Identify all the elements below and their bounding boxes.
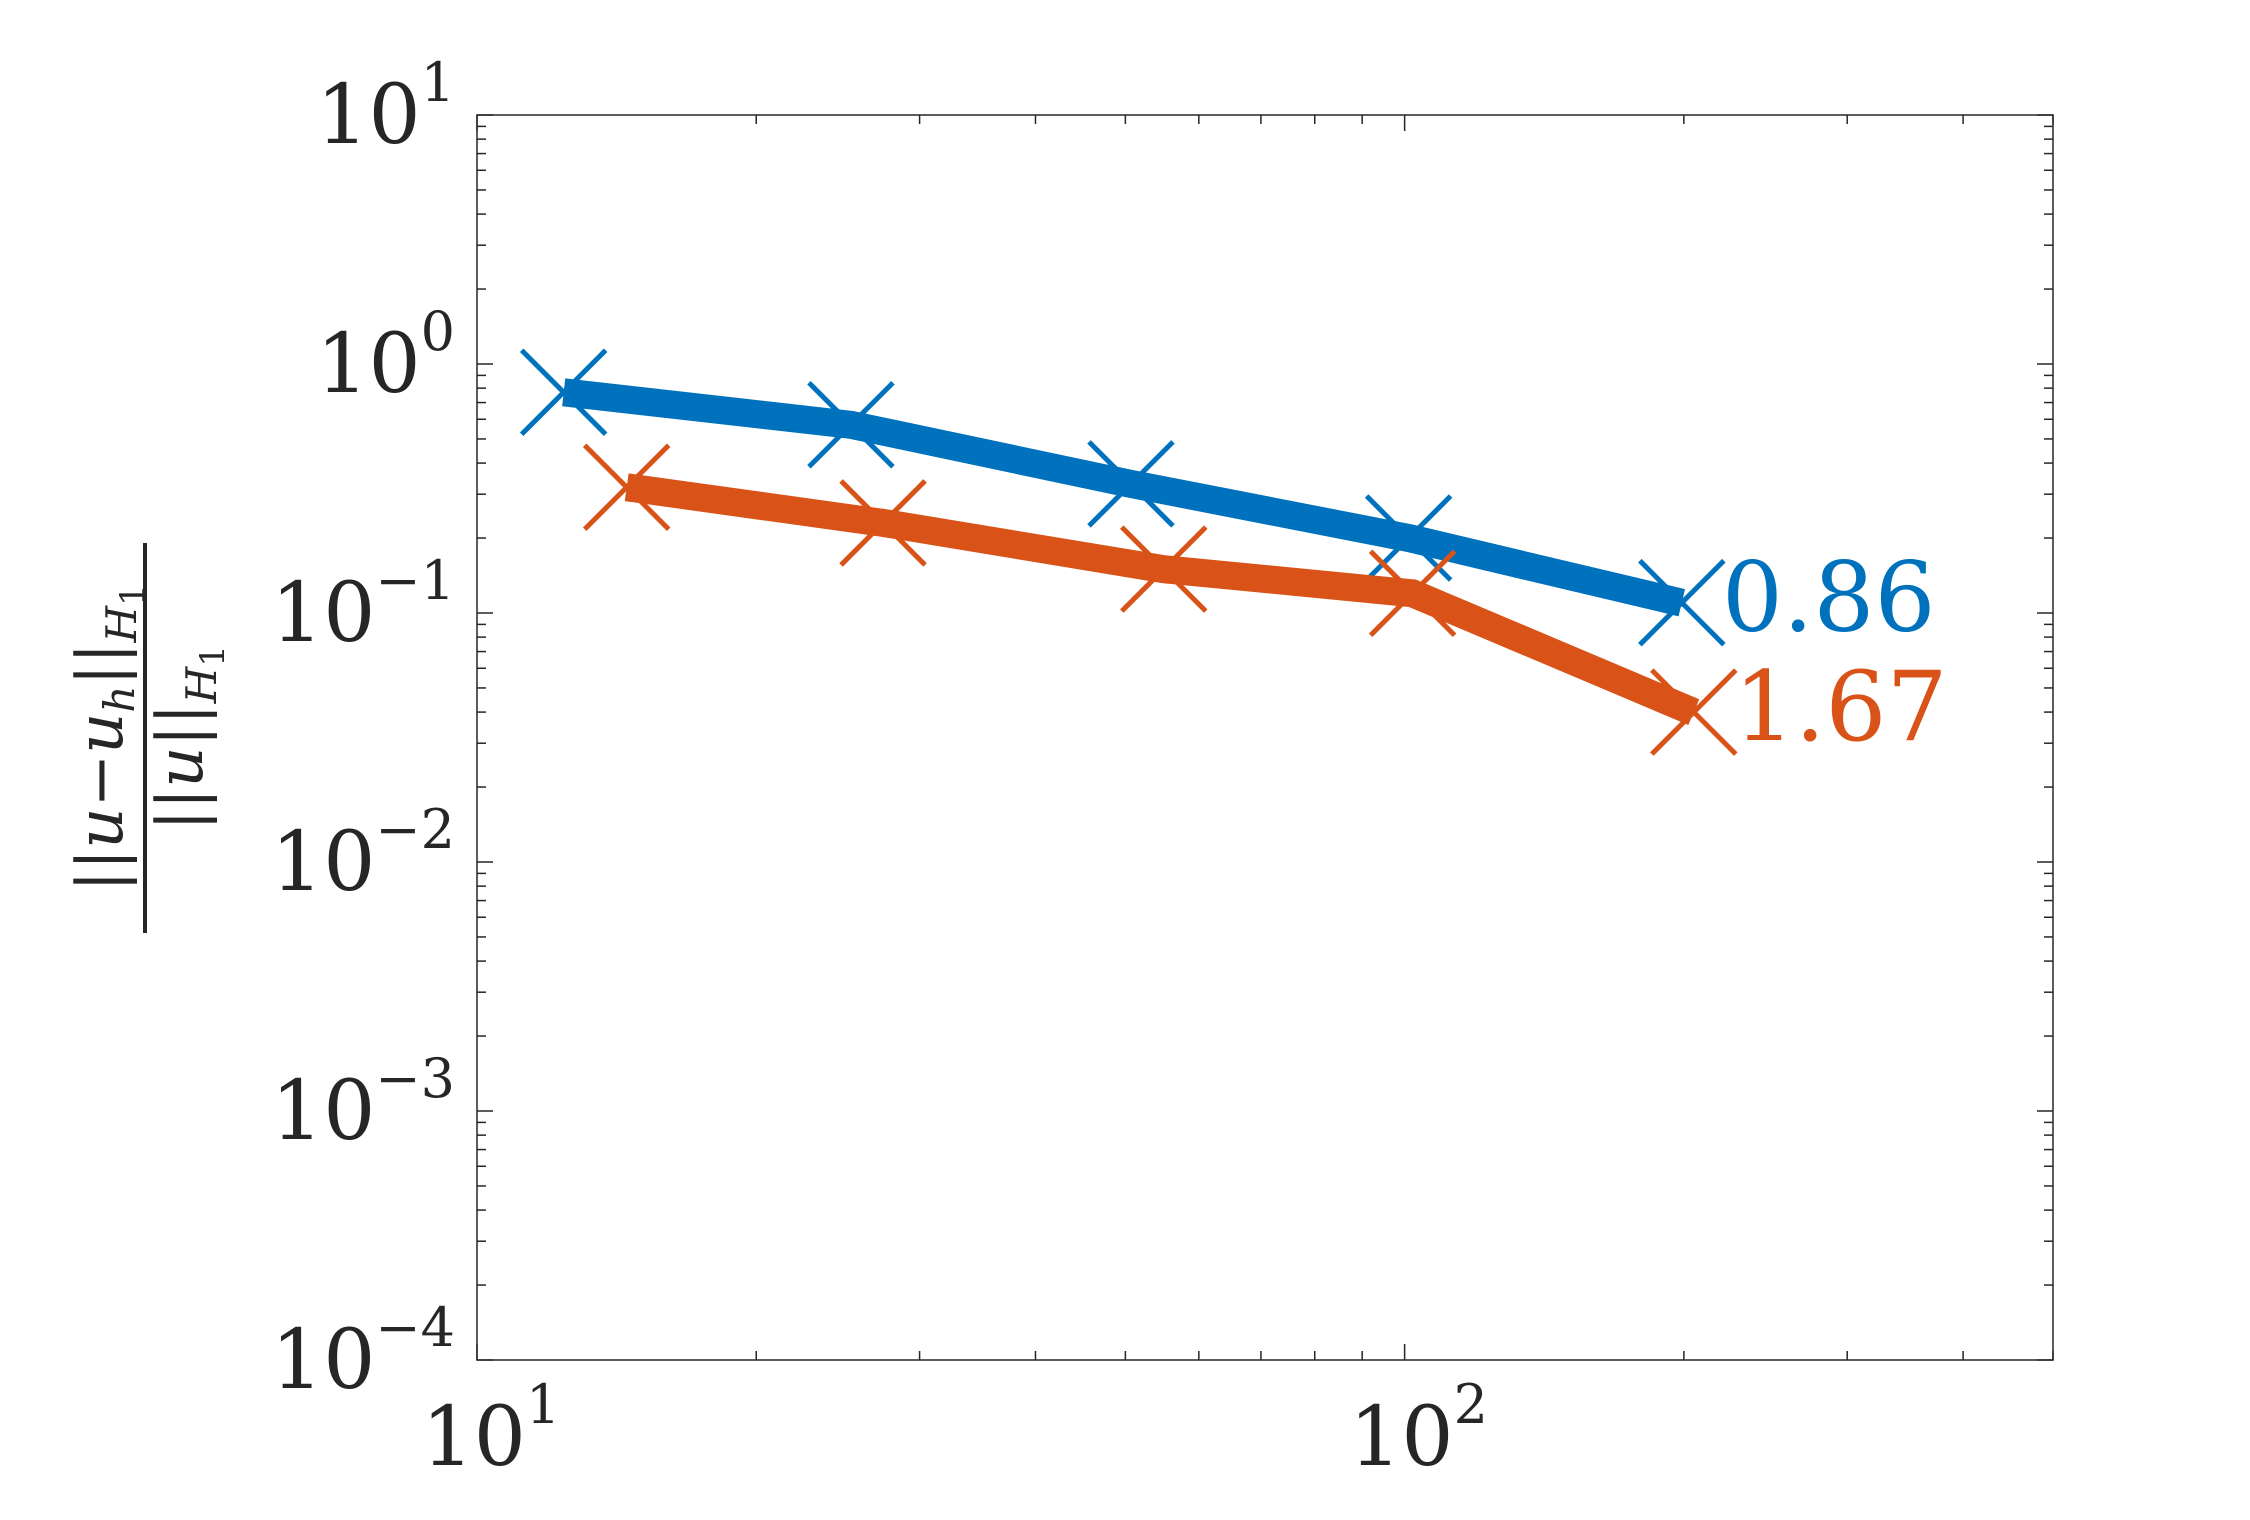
svg-text:||u−uh||H1: ||u−uh||H1 <box>64 584 153 892</box>
ylabel-denominator: ||u|| <box>144 703 218 830</box>
marker-stroke <box>1120 525 1208 613</box>
marker-stroke <box>1087 440 1175 528</box>
y-tick-label: 10−3 <box>271 1047 455 1159</box>
ylabel-numerator-sub: h <box>95 686 144 713</box>
minor-ticks <box>477 115 2054 1360</box>
series-1-marker <box>1638 558 1726 647</box>
marker-stroke <box>1368 549 1457 638</box>
y-axis-label: ||u−uh||H1 ||u||H1 <box>64 543 233 933</box>
major-ticks <box>476 114 2053 1361</box>
series-2-end-label: 1.67 <box>1734 651 1948 763</box>
marker-stroke <box>1364 494 1453 582</box>
x-tick-label: 101 <box>422 1373 561 1485</box>
series-2-marker <box>1368 549 1457 638</box>
series-1-marker <box>1087 440 1175 528</box>
ylabel-numerator-norm-sub: H <box>97 604 146 643</box>
marker-stroke <box>519 348 608 437</box>
y-tick-labels: 101 100 10−1 10−2 10−3 10−4 <box>271 51 455 1408</box>
series-2-marker <box>839 479 927 567</box>
ylabel-numerator: ||u−u <box>64 713 138 892</box>
y-tick-label: 100 <box>316 300 455 412</box>
marker-stroke <box>1650 668 1738 756</box>
series-2-marker <box>1650 668 1738 756</box>
marker-stroke <box>839 479 927 567</box>
x-tick-labels: 101 102 <box>422 1373 1488 1485</box>
series-2-marker <box>582 443 671 531</box>
marker-stroke <box>807 381 895 469</box>
ylabel-numerator-tail: || <box>64 642 138 685</box>
ylabel-denominator-norm-sub2: 1 <box>193 645 233 667</box>
series-1-end-label: 0.86 <box>1722 542 1936 654</box>
marker-stroke <box>582 443 671 531</box>
y-tick-label: 10−2 <box>271 798 455 910</box>
end-labels: 0.861.67 <box>1722 542 1948 763</box>
marker-stroke <box>1638 558 1726 647</box>
series-1-marker <box>519 348 608 437</box>
y-tick-label: 10−1 <box>271 549 455 661</box>
series-2-marker <box>1120 525 1208 613</box>
plot-area <box>476 114 2054 1361</box>
x-tick-label: 102 <box>1349 1373 1488 1485</box>
series-1-marker <box>807 381 895 469</box>
y-tick-label: 101 <box>316 51 455 163</box>
series-layer <box>519 348 1738 756</box>
y-tick-label: 10−4 <box>271 1296 455 1408</box>
ylabel-denominator-norm-sub: H <box>177 665 226 704</box>
svg-text:||u||H1: ||u||H1 <box>144 645 233 831</box>
